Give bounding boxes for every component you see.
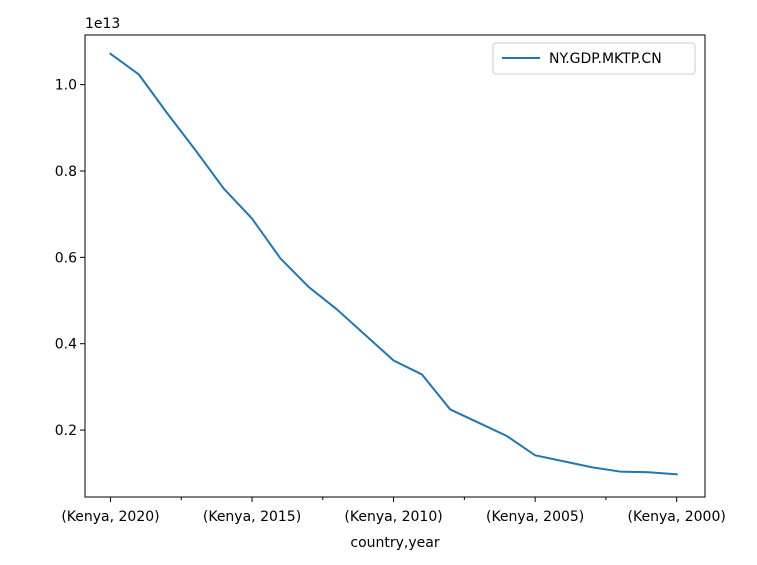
x-tick-label: (Kenya, 2015) (203, 509, 301, 525)
series-line (109, 52, 678, 476)
x-tick-label: (Kenya, 2020) (61, 509, 159, 525)
series-layer (109, 52, 678, 476)
x-tick-label: (Kenya, 2010) (344, 509, 442, 525)
legend-box (492, 42, 696, 75)
x-tick-label: (Kenya, 2005) (486, 509, 584, 525)
y-tick-label: 0.8 (55, 164, 77, 180)
y-tick-label: 0.2 (55, 423, 77, 439)
y-axis-multiplier: 1e13 (85, 16, 120, 32)
legend-label: NY.GDP.MKTP.CN (549, 51, 662, 67)
x-tick-label: (Kenya, 2000) (628, 509, 726, 525)
x-axis-label: country,year (350, 535, 439, 551)
y-tick-label: 1.0 (55, 78, 77, 94)
y-tick-label: 0.4 (55, 337, 77, 353)
plot-frame (84, 34, 706, 498)
ticks-layer: 0.2 0.4 0.6 0.8 1.0 (Kenya, 2020) (Kenya, 2015… (55, 78, 726, 525)
y-tick-label: 0.6 (55, 250, 77, 266)
legend: NY.GDP.MKTP.CN (492, 42, 696, 75)
